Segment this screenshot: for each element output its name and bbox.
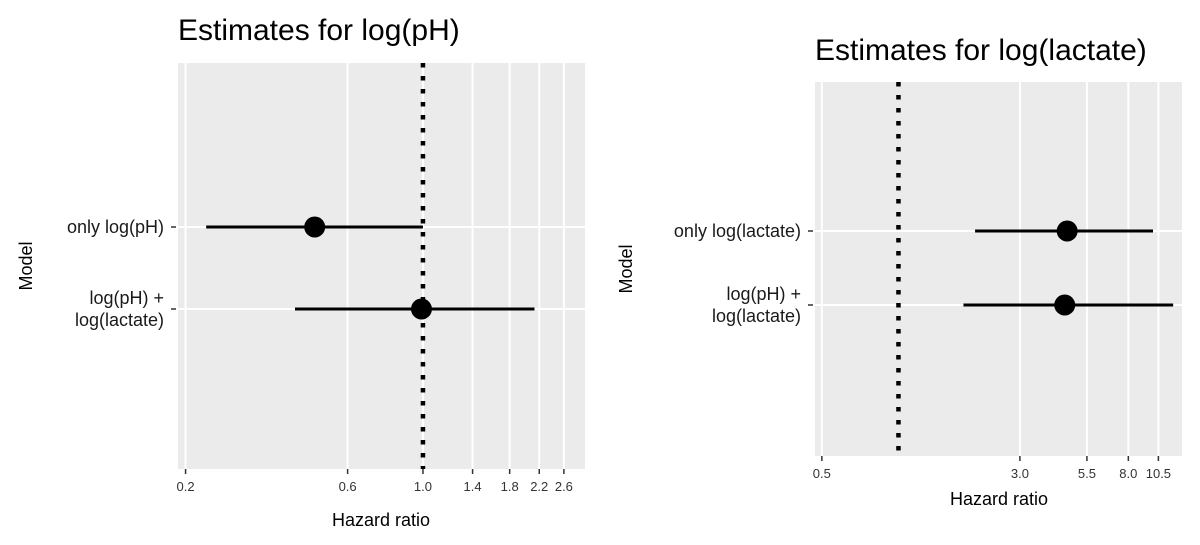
x-tick-label: 1.0 [414, 479, 432, 494]
x-tick-label: 2.6 [555, 479, 573, 494]
y-tick-label: log(pH) + log(lactate) [75, 288, 164, 330]
point-estimate [1056, 220, 1078, 242]
point-estimate [1054, 294, 1076, 316]
chart-title: Estimates for log(pH) [178, 14, 460, 47]
y-tick-label: only log(pH) [67, 217, 164, 237]
x-tick-label: 2.2 [530, 479, 548, 494]
x-axis-title: Hazard ratio [332, 510, 430, 530]
data-marks [206, 63, 535, 469]
x-tick-label: 0.2 [177, 479, 195, 494]
x-tick-label: 1.8 [501, 479, 519, 494]
plot-background [815, 82, 1182, 456]
x-tick-label: 3.0 [1011, 466, 1029, 481]
x-tick-label: 0.5 [813, 466, 831, 481]
point-estimate [304, 216, 326, 238]
data-marks [896, 82, 1174, 456]
x-tick-label: 10.5 [1146, 466, 1171, 481]
y-tick-label: only log(lactate) [674, 221, 801, 241]
y-tick-label: log(pH) + log(lactate) [712, 284, 801, 326]
plot-background [178, 63, 585, 469]
chart-title: Estimates for log(lactate) [815, 34, 1147, 67]
x-axis: 0.5 3.0 5.5 8.0 10.5 [813, 456, 1171, 481]
panel-right: Estimates for log(lactate) only log(lact… [616, 34, 1182, 509]
y-axis-title: Model [616, 244, 636, 293]
x-tick-label: 1.4 [464, 479, 482, 494]
x-tick-label: 5.5 [1078, 466, 1096, 481]
y-axis: only log(lactate) log(pH) + log(lactate) [674, 221, 813, 326]
y-axis: only log(pH) log(pH) + log(lactate) [67, 217, 176, 330]
x-tick-label: 0.6 [339, 479, 357, 494]
x-tick-label: 8.0 [1119, 466, 1137, 481]
x-axis-title: Hazard ratio [950, 489, 1048, 509]
point-estimate [410, 298, 432, 320]
panel-left: Estimates for log(pH) only log(pH) log(pH… [16, 14, 585, 530]
y-axis-title: Model [16, 241, 36, 290]
x-axis: 0.2 0.6 1.0 1.4 1.8 2.2 2.6 [177, 469, 573, 494]
